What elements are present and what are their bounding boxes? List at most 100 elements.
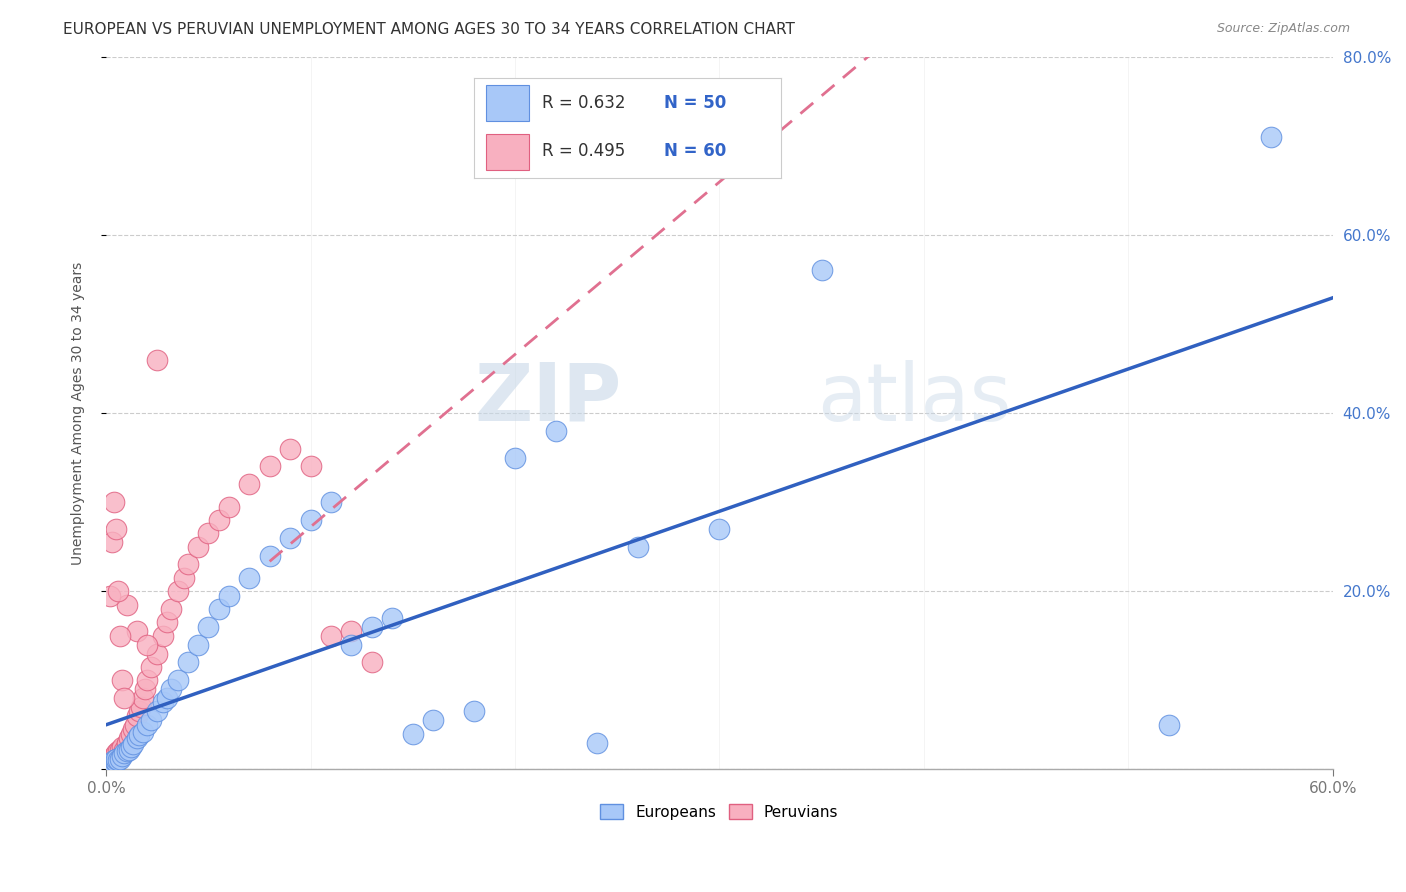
Point [173, 571, 195, 585]
Point [136, 718, 159, 732]
Point [101, 535, 124, 549]
Point [107, 751, 129, 765]
Point [105, 746, 128, 760]
Point [115, 735, 138, 749]
Point [136, 673, 159, 688]
Legend: Europeans, Peruvians: Europeans, Peruvians [595, 797, 845, 826]
Point [360, 620, 382, 634]
Point [187, 540, 209, 554]
Y-axis label: Unemployment Among Ages 30 to 34 years: Unemployment Among Ages 30 to 34 years [72, 261, 86, 565]
Point [381, 611, 404, 625]
Point [103, 754, 125, 768]
Point [187, 638, 209, 652]
Point [110, 629, 132, 643]
Point [136, 638, 159, 652]
Point [115, 737, 138, 751]
Point [107, 744, 129, 758]
Point [177, 558, 200, 572]
Point [146, 647, 169, 661]
Point [114, 746, 136, 760]
Point [503, 450, 526, 465]
Point [1260, 129, 1282, 144]
Point [146, 352, 169, 367]
Point [103, 753, 125, 767]
Point [105, 755, 128, 769]
Point [259, 459, 281, 474]
Text: EUROPEAN VS PERUVIAN UNEMPLOYMENT AMONG AGES 30 TO 34 YEARS CORRELATION CHART: EUROPEAN VS PERUVIAN UNEMPLOYMENT AMONG … [63, 22, 796, 37]
Point [132, 691, 155, 706]
Point [218, 500, 240, 514]
Point [152, 629, 174, 643]
Point [218, 589, 240, 603]
Point [709, 522, 731, 536]
Point [278, 531, 301, 545]
Point [160, 682, 183, 697]
Point [107, 584, 129, 599]
Point [627, 540, 650, 554]
Point [125, 709, 148, 723]
Point [114, 691, 136, 706]
Point [207, 513, 229, 527]
Point [238, 571, 260, 585]
Point [207, 602, 229, 616]
Point [115, 744, 138, 758]
Point [134, 682, 156, 697]
Point [110, 751, 132, 765]
Text: ZIP: ZIP [474, 359, 621, 438]
Point [98, 589, 121, 603]
Point [101, 751, 124, 765]
Point [103, 756, 125, 771]
Point [97, 757, 120, 772]
Point [156, 615, 179, 630]
Point [111, 748, 134, 763]
Point [152, 696, 174, 710]
Point [139, 660, 162, 674]
Point [125, 624, 148, 639]
Point [238, 477, 260, 491]
Point [340, 624, 363, 639]
Point [299, 459, 322, 474]
Point [139, 714, 162, 728]
Point [360, 656, 382, 670]
Point [585, 735, 607, 749]
Point [129, 700, 152, 714]
Point [299, 513, 322, 527]
Point [98, 757, 121, 772]
Point [105, 753, 128, 767]
Point [132, 725, 155, 739]
Point [177, 656, 200, 670]
Point [166, 584, 188, 599]
Point [124, 718, 146, 732]
Point [1159, 718, 1181, 732]
Point [117, 742, 139, 756]
Point [98, 757, 121, 772]
Point [101, 756, 124, 770]
Point [259, 549, 281, 563]
Point [98, 753, 121, 767]
Point [810, 263, 832, 277]
Point [197, 526, 219, 541]
Point [197, 620, 219, 634]
Point [110, 742, 132, 756]
Point [103, 495, 125, 509]
Point [160, 602, 183, 616]
Point [319, 495, 342, 509]
Text: atlas: atlas [817, 359, 1012, 438]
Point [111, 739, 134, 754]
Point [115, 598, 138, 612]
Point [128, 728, 150, 742]
Point [105, 751, 128, 765]
Point [319, 629, 342, 643]
Point [121, 723, 143, 737]
Point [166, 673, 188, 688]
Point [111, 673, 134, 688]
Point [117, 731, 139, 745]
Point [125, 731, 148, 745]
Text: Source: ZipAtlas.com: Source: ZipAtlas.com [1216, 22, 1350, 36]
Point [340, 638, 363, 652]
Point [97, 759, 120, 773]
Point [103, 748, 125, 763]
Point [120, 727, 142, 741]
Point [107, 753, 129, 767]
Point [402, 727, 425, 741]
